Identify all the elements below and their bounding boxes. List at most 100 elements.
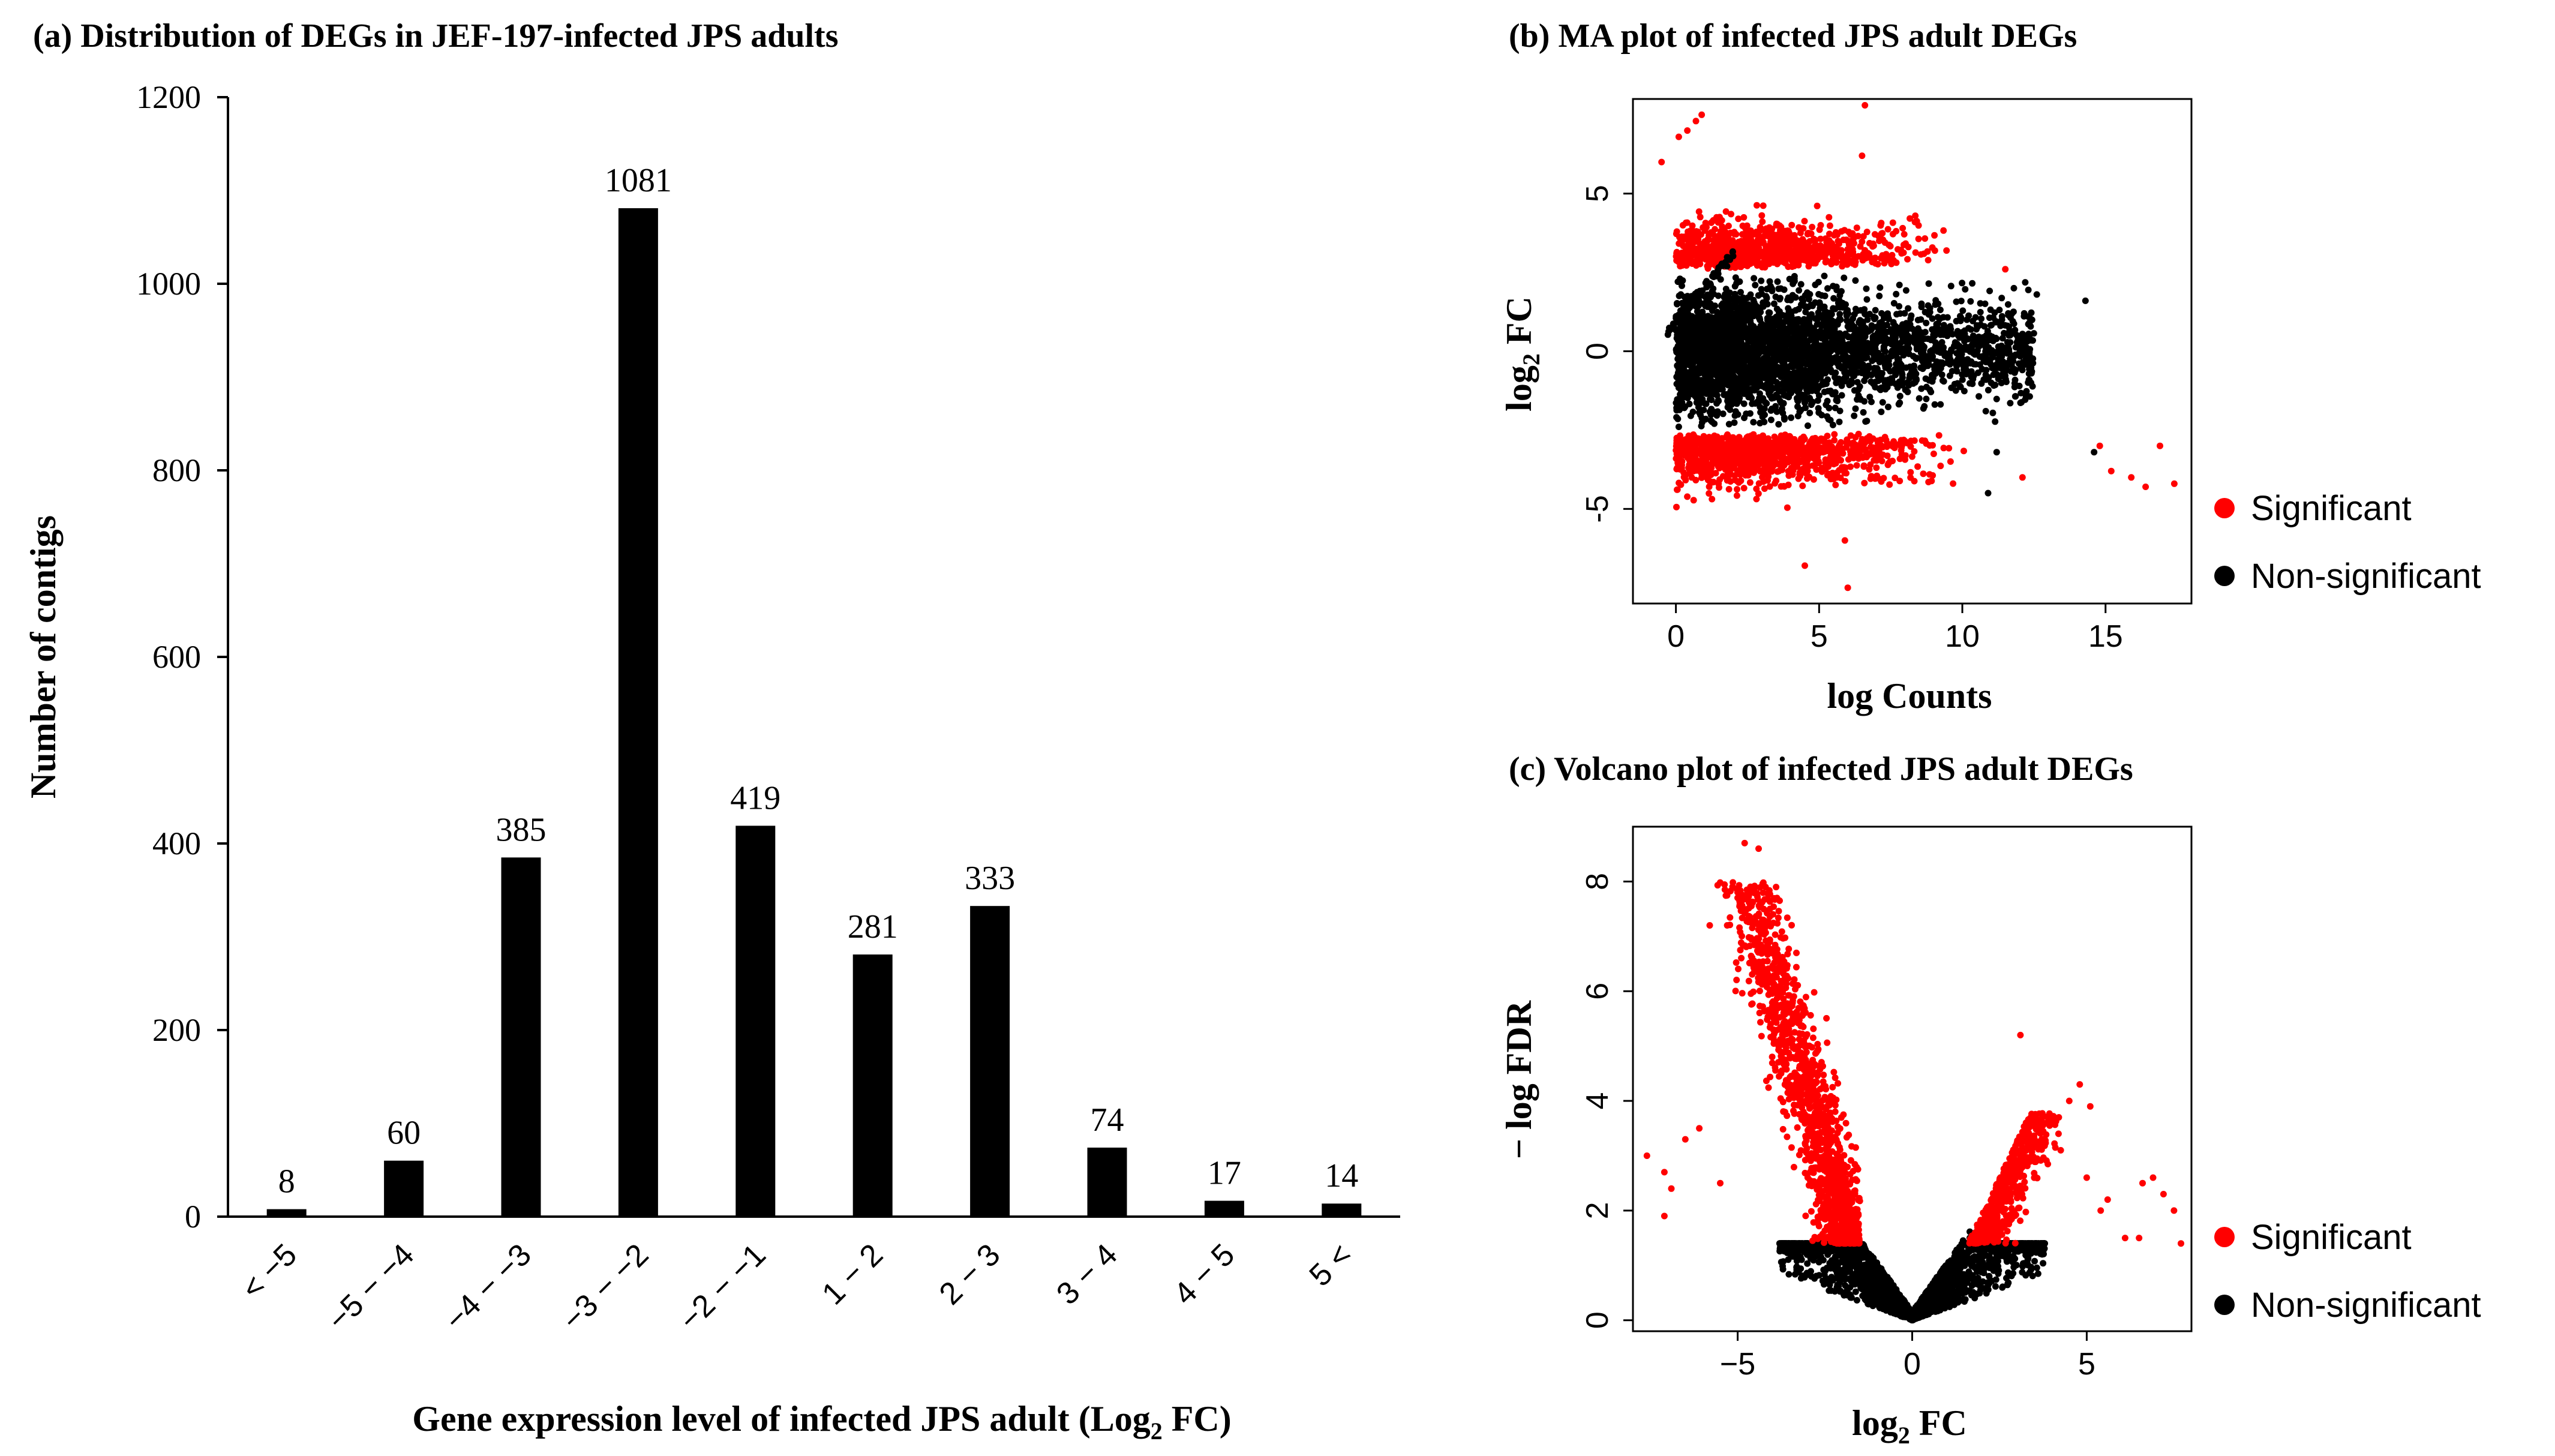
panel-b-point-significant [1896, 455, 1904, 463]
panel-b-point-nonsignificant [1789, 345, 1796, 352]
panel-b-point-nonsignificant [1877, 284, 1884, 291]
panel-b-point-nonsignificant [1953, 298, 1960, 305]
panel-b-point-nonsignificant [1745, 301, 1752, 308]
panel-b-point-nonsignificant [2017, 361, 2024, 368]
panel-b-point-nonsignificant [1947, 283, 1954, 290]
panel-b-point-significant [1896, 478, 1904, 485]
panel-b-point-significant [1725, 486, 1733, 493]
panel-b-point-significant [1875, 439, 1881, 446]
panel-b-point-significant [1753, 485, 1760, 493]
panel-b-point-significant [1889, 219, 1896, 226]
panel-b-point-significant [1746, 479, 1754, 486]
panel-b-point-significant [1740, 485, 1748, 492]
panel-b-point-nonsignificant [1999, 335, 2006, 342]
panel-b-point-significant [1813, 466, 1820, 473]
panel-b-point-nonsignificant [1878, 310, 1885, 317]
panel-b-point-significant [1704, 446, 1712, 452]
panel-b-point-significant [1865, 251, 1872, 259]
panel-b-point-significant [1718, 253, 1725, 260]
panel-b-point-significant [1755, 249, 1763, 256]
panel-b-point-nonsignificant [1818, 334, 1826, 341]
panel-b-point-significant [1812, 236, 1819, 244]
panel-b-point-nonsignificant [1795, 389, 1802, 396]
panel-b-point-nonsignificant [1890, 328, 1898, 335]
panel-b-point-significant [1863, 229, 1871, 236]
panel-b-point-significant [1761, 258, 1768, 265]
panel-b-point-significant [1743, 222, 1751, 229]
panel-b-point-significant [1874, 260, 1881, 268]
panel-b-point-significant [1767, 239, 1774, 246]
panel-b-point-nonsignificant [1896, 281, 1903, 289]
panel-b-point-significant [1736, 441, 1743, 448]
panel-b-point-nonsignificant [1765, 309, 1772, 316]
panel-b-point-nonsignificant [1788, 308, 1796, 316]
panel-b-point-significant [1761, 485, 1768, 492]
panel-b-point-nonsignificant [1677, 291, 1685, 298]
panel-a-x-tick-label: −2 − −1 [672, 1237, 773, 1337]
panel-b-point-significant [1695, 208, 1703, 215]
panel-b-point-nonsignificant [1832, 404, 1839, 412]
panel-b-point-significant [1799, 482, 1806, 490]
panel-b-point-significant [1814, 253, 1821, 260]
panel-b-point-nonsignificant [1805, 296, 1812, 303]
panel-b-point-significant [1817, 242, 1824, 249]
panel-b-point-nonsignificant [1755, 292, 1762, 299]
panel-b-point-significant [1691, 236, 1698, 244]
panel-b-point-nonsignificant [1806, 409, 1814, 416]
panel-b-point-nonsignificant [1878, 409, 1885, 415]
panel-b-point-significant [1725, 433, 1732, 440]
panel-b-point-significant [1920, 250, 1927, 257]
panel-b-point-nonsignificant [1695, 299, 1702, 305]
panel-b-point-significant [1921, 235, 1929, 242]
panel-b-point-nonsignificant [1752, 281, 1759, 289]
panel-b-point-significant [1715, 479, 1722, 487]
panel-b-point-nonsignificant [1886, 362, 1893, 368]
panel-b-point-significant [1818, 464, 1826, 472]
panel-b-point-significant [1743, 466, 1751, 473]
panel-b-point-significant [1832, 481, 1839, 488]
panel-b-point-significant [1827, 476, 1835, 482]
panel-b-point-nonsignificant [1684, 394, 1691, 401]
panel-b-point-significant [1735, 479, 1742, 486]
panel-b-point-significant [1712, 470, 1719, 477]
panel-a-bar-value-label: 60 [387, 1115, 421, 1152]
panel-b-point-significant [1705, 262, 1712, 269]
panel-b-point-nonsignificant [1719, 410, 1727, 418]
panel-b-point-significant [1808, 230, 1815, 238]
panel-b-point-significant [1943, 247, 1950, 254]
panel-b-point-significant [1907, 215, 1914, 222]
panel-b-point-significant [1929, 442, 1936, 449]
panel-b-point-nonsignificant [1904, 337, 1911, 344]
panel-b-point-significant [1928, 478, 1935, 485]
panel-b-point-nonsignificant [1717, 276, 1724, 283]
panel-b-point-significant [1706, 232, 1713, 239]
panel-b-point-significant [1891, 445, 1898, 451]
panel-b-point-significant [1901, 231, 1908, 238]
panel-b-point-significant [1697, 214, 1704, 221]
panel-b-point-nonsignificant [1911, 368, 1918, 374]
panel-b-point-significant [1829, 241, 1836, 247]
panel-a-y-tick-label: 800 [152, 452, 201, 488]
panel-b-point-significant [1730, 464, 1737, 471]
panel-b-point-significant [1674, 464, 1681, 472]
panel-b-point-significant [1796, 224, 1803, 231]
panel-b-point-nonsignificant [1778, 328, 1785, 335]
panel-b-point-significant [1759, 451, 1766, 458]
panel-a-x-axis-title: Gene expression level of infected JPS ad… [412, 1399, 1231, 1445]
panel-b-point-significant [1849, 258, 1856, 265]
panel-b-point-nonsignificant [1907, 316, 1914, 322]
panel-b-point-nonsignificant [2025, 320, 2032, 328]
panel-a-x-axis-title-sub: 2 [1151, 1418, 1163, 1445]
panel-b-point-significant [1685, 228, 1692, 235]
panel-b-point-nonsignificant [1931, 401, 1938, 408]
panel-b-point-significant [1689, 222, 1696, 229]
panel-b-point-nonsignificant [1879, 399, 1886, 406]
panel-b-point-significant [1790, 458, 1797, 465]
panel-a-y-tick-label: 0 [185, 1199, 201, 1235]
panel-b-point-significant [1673, 251, 1680, 258]
panel-b-point-significant [1847, 463, 1854, 470]
panel-b-point-significant [1865, 437, 1872, 444]
panel-b-point-nonsignificant [1754, 398, 1761, 406]
panel-a: (a) Distribution of DEGs in JEF-197-infe… [23, 17, 1400, 1445]
